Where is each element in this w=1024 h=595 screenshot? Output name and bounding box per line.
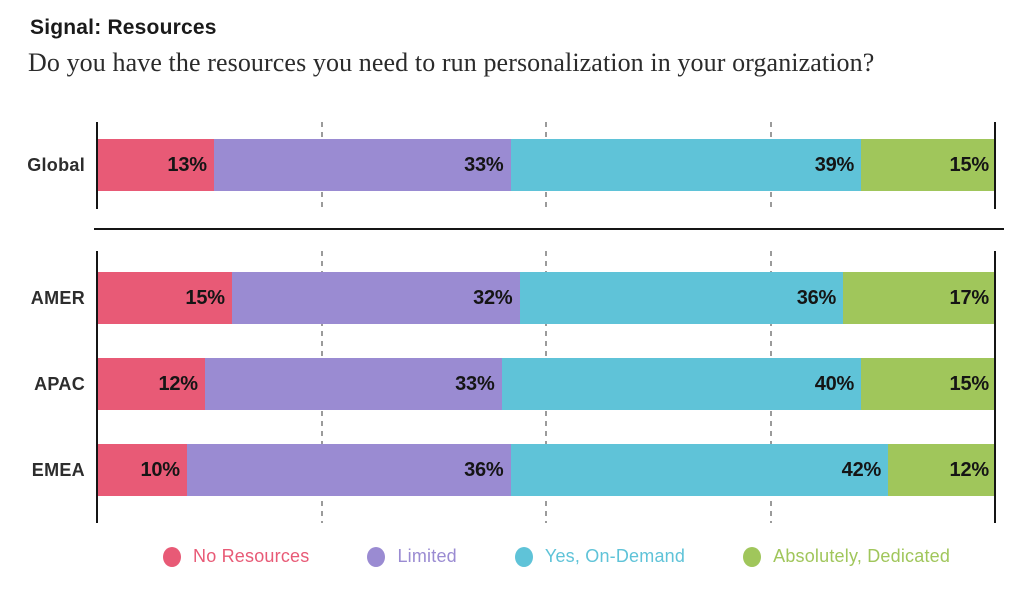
percent-label: 36%	[796, 286, 837, 309]
legend-dot-icon	[514, 546, 533, 567]
percent-label: 42%	[841, 458, 882, 481]
bar-segment-limited: 33%	[213, 139, 511, 191]
bar-segment-no-resources: 10%	[97, 444, 187, 496]
bar-group-2: AMER 15% 32% 36% 17% APAC 12% 33% 40% 15% EMEA 10% 3…	[0, 251, 1004, 523]
percent-label: 33%	[455, 372, 495, 395]
percent-label: 33%	[464, 153, 504, 176]
bar-segment-absolutely-dedicated: 17%	[843, 272, 996, 324]
bar-segment-yes-on-demand: 42%	[510, 444, 889, 496]
percent-label: 40%	[814, 372, 855, 395]
bar-row-apac: APAC 12% 33% 40% 15%	[0, 358, 996, 410]
legend-item-yes-on-demand: Yes, On-Demand	[514, 546, 686, 567]
right-axis-line	[994, 251, 996, 523]
percent-label: 32%	[473, 286, 513, 309]
percent-label: 13%	[167, 153, 207, 176]
page-title: Signal: Resources	[30, 16, 217, 39]
percent-label: 15%	[185, 286, 225, 309]
bar-row-global: Global 13% 33% 39% 15%	[0, 139, 996, 191]
legend-label: Yes, On-Demand	[544, 546, 686, 566]
bar-row-amer: AMER 15% 32% 36% 17%	[0, 272, 996, 324]
bar-track: 10% 36% 42% 12%	[97, 444, 996, 496]
legend-dot-icon	[367, 546, 386, 567]
row-label: APAC	[34, 373, 85, 394]
percent-label: 10%	[140, 458, 180, 481]
percent-label: 39%	[814, 153, 855, 176]
bar-segment-limited: 32%	[231, 272, 520, 324]
right-axis-line	[994, 122, 996, 209]
bar-track: 12% 33% 40% 15%	[97, 358, 996, 410]
legend-label: Absolutely, Dedicated	[773, 546, 951, 566]
percent-label: 17%	[949, 286, 990, 309]
legend-item-absolutely-dedicated: Absolutely, Dedicated	[743, 546, 950, 567]
bar-row-emea: EMEA 10% 36% 42% 12%	[0, 444, 996, 496]
percent-label: 36%	[464, 458, 504, 481]
bar-track: 15% 32% 36% 17%	[97, 272, 996, 324]
percent-label: 15%	[949, 372, 990, 395]
bar-segment-yes-on-demand: 36%	[519, 272, 844, 324]
group-separator-line	[94, 228, 1004, 230]
legend-item-no-resources: No Resources	[163, 546, 309, 567]
row-label: AMER	[30, 287, 85, 308]
row-label: EMEA	[31, 459, 85, 480]
stacked-bar-chart: Global 13% 33% 39% 15% AMER 15% 32% 36% 17% APAC 12…	[0, 122, 1024, 523]
left-axis-line	[96, 122, 98, 209]
percent-label: 15%	[949, 153, 990, 176]
bar-segment-yes-on-demand: 39%	[510, 139, 862, 191]
row-label: Global	[27, 154, 85, 175]
legend-label: No Resources	[193, 546, 310, 566]
legend-item-limited: Limited	[367, 546, 457, 567]
percent-label: 12%	[949, 458, 990, 481]
bar-segment-absolutely-dedicated: 15%	[861, 139, 996, 191]
bar-segment-yes-on-demand: 40%	[501, 358, 862, 410]
legend-dot-icon	[743, 546, 762, 567]
bar-group-1: Global 13% 33% 39% 15%	[0, 122, 1004, 209]
bar-segment-absolutely-dedicated: 12%	[888, 444, 996, 496]
bar-segment-no-resources: 13%	[97, 139, 214, 191]
survey-question: Do you have the resources you need to ru…	[28, 48, 875, 77]
bar-segment-absolutely-dedicated: 15%	[861, 358, 996, 410]
percent-label: 12%	[158, 372, 198, 395]
legend-dot-icon	[163, 546, 181, 567]
left-axis-line	[96, 251, 98, 523]
legend-label: Limited	[397, 546, 457, 566]
bar-segment-no-resources: 12%	[97, 358, 205, 410]
bar-segment-limited: 33%	[204, 358, 502, 410]
bar-track: 13% 33% 39% 15%	[97, 139, 996, 191]
bar-segment-limited: 36%	[186, 444, 511, 496]
bar-segment-no-resources: 15%	[97, 272, 232, 324]
chart-legend: No Resources Limited Yes, On-Demand Absolut…	[163, 546, 950, 567]
